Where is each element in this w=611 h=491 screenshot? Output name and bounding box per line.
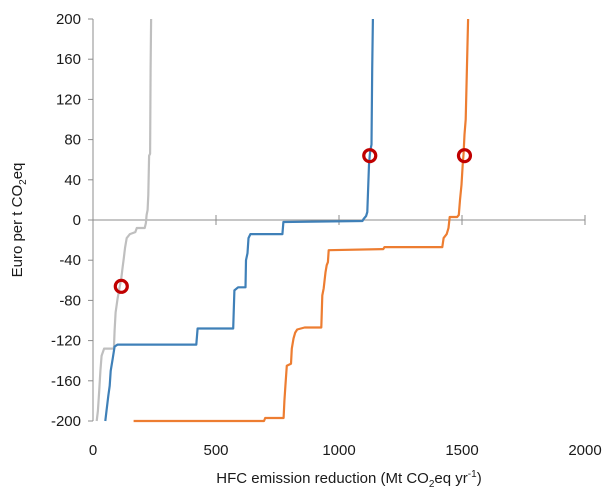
y-tick-label: 80 <box>64 132 81 149</box>
y-tick-label: -160 <box>51 373 81 390</box>
marker-group <box>113 148 473 294</box>
y-tick-label: 120 <box>56 91 81 108</box>
y-tick-label: 200 <box>56 11 81 28</box>
marker-2 <box>362 148 378 164</box>
y-tick-label: 160 <box>56 51 81 68</box>
x-axis-title: HFC emission reduction (Mt CO2eq yr-1) <box>216 469 481 490</box>
x-axis-ticks: 0 500 1000 1500 2000 <box>89 215 602 459</box>
marker-1 <box>113 278 129 294</box>
y-tick-label: -120 <box>51 333 81 350</box>
y-tick-label: 0 <box>73 212 81 229</box>
y-tick-label: -80 <box>59 292 81 309</box>
x-tick-label: 0 <box>89 442 97 459</box>
x-tick-label: 500 <box>203 442 228 459</box>
y-tick-label: -200 <box>51 413 81 430</box>
x-tick-label: 1000 <box>322 442 355 459</box>
x-tick-label: 1500 <box>445 442 478 459</box>
y-axis-title: Euro per t CO2eq <box>9 163 29 278</box>
y-tick-label: -40 <box>59 252 81 269</box>
series-line-3 <box>133 18 470 423</box>
marker-3 <box>456 148 473 164</box>
x-tick-label: 2000 <box>568 442 601 459</box>
y-axis-ticks: -200 -160 -120 -80 -40 0 40 80 120 160 200 <box>51 11 93 430</box>
y-tick-label: 40 <box>64 172 81 189</box>
series-line-1 <box>95 18 153 422</box>
